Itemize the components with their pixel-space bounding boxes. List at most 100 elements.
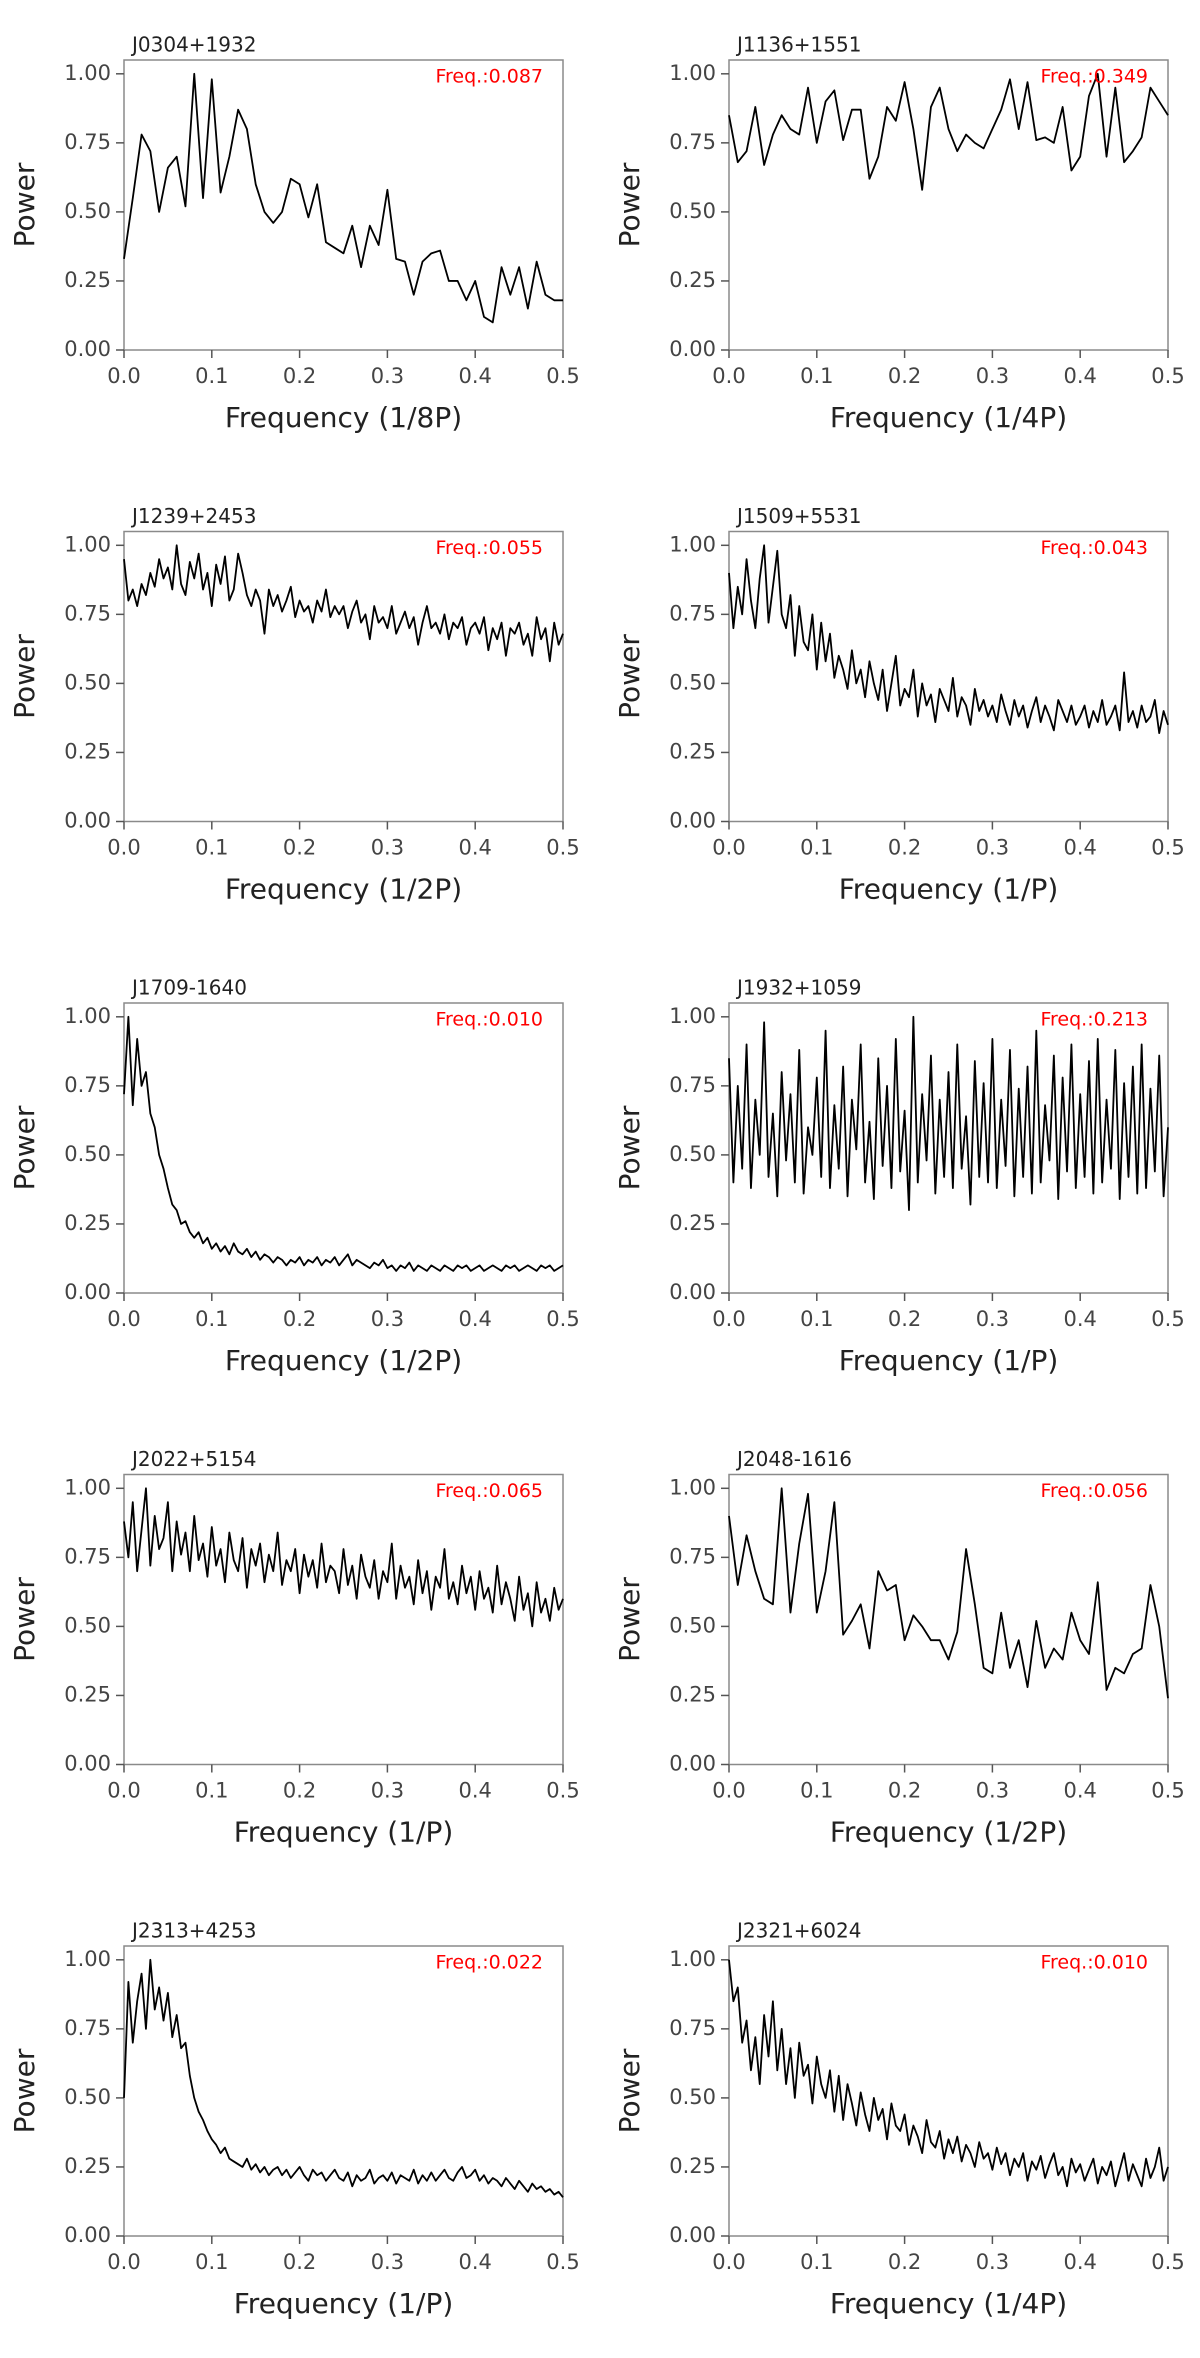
- power-line: [123, 544, 564, 663]
- y-tick-label: 0.75: [64, 1544, 111, 1568]
- y-axis-label: Power: [613, 2048, 646, 2133]
- y-tick-label: 0.75: [669, 601, 716, 625]
- panel: 0.0 0.1 0.2 0.3 0.4 0.5 0.00 0.25 0.50 0.75 1.00 J0…: [8, 33, 580, 435]
- panel-title: J2022+5154: [130, 1447, 256, 1471]
- y-axis-label: Power: [613, 1577, 646, 1662]
- x-axis-label: Frequency (1/P): [839, 1344, 1059, 1377]
- y-tick-label: 0.25: [64, 2154, 111, 2178]
- x-tick-label: 0.2: [283, 1779, 316, 1803]
- x-axis-label: Frequency (1/P): [234, 1816, 454, 1849]
- x-tick-label: 0.4: [458, 364, 491, 388]
- x-tick-label: 0.2: [283, 836, 316, 860]
- y-axis-label: Power: [8, 1577, 41, 1662]
- x-axis-label: Frequency (1/4P): [830, 401, 1067, 434]
- x-tick-label: 0.0: [107, 1779, 140, 1803]
- x-tick-label: 0.4: [458, 2250, 491, 2274]
- y-tick-label: 0.00: [64, 1280, 111, 1304]
- y-tick-label: 1.00: [669, 1475, 716, 1499]
- x-tick-label: 0.3: [371, 364, 404, 388]
- x-tick-label: 0.5: [1151, 1779, 1184, 1803]
- freq-annotation: Freq.:0.349: [1040, 66, 1148, 88]
- x-tick-label: 0.0: [712, 364, 745, 388]
- power-line: [728, 1959, 1169, 2188]
- y-tick-label: 0.75: [669, 1544, 716, 1568]
- x-tick-label: 0.0: [712, 2250, 745, 2274]
- y-tick-label: 0.25: [64, 739, 111, 763]
- freq-annotation: Freq.:0.087: [435, 66, 543, 88]
- x-axis-label: Frequency (1/8P): [225, 401, 462, 434]
- y-tick-label: 0.25: [64, 1211, 111, 1235]
- x-tick-label: 0.4: [1063, 364, 1096, 388]
- plot-frame: [728, 1002, 1169, 1294]
- y-axis-label: Power: [8, 2048, 41, 2133]
- x-tick-label: 0.3: [371, 836, 404, 860]
- x-tick-label: 0.5: [546, 1307, 579, 1331]
- y-tick-label: 1.00: [64, 1947, 111, 1971]
- plot-frame: [123, 530, 564, 823]
- x-tick-label: 0.2: [283, 2250, 316, 2274]
- x-tick-label: 0.0: [107, 1307, 140, 1331]
- x-tick-label: 0.5: [546, 1779, 579, 1803]
- panel-title: J1932+1059: [735, 976, 861, 1000]
- x-tick-label: 0.0: [107, 364, 140, 388]
- y-tick-label: 0.50: [669, 670, 716, 694]
- freq-annotation: Freq.:0.010: [1040, 1952, 1148, 1974]
- y-tick-label: 1.00: [669, 1004, 716, 1028]
- y-tick-label: 0.50: [64, 670, 111, 694]
- x-tick-label: 0.5: [1151, 364, 1184, 388]
- x-tick-label: 0.0: [107, 2250, 140, 2274]
- y-tick-label: 1.00: [669, 1947, 716, 1971]
- y-tick-label: 0.50: [64, 199, 111, 223]
- x-tick-label: 0.1: [195, 836, 228, 860]
- x-tick-label: 0.1: [195, 364, 228, 388]
- x-tick-label: 0.3: [976, 1307, 1009, 1331]
- panel: 0.0 0.1 0.2 0.3 0.4 0.5 0.00 0.25 0.50 0.75 1.00 J2…: [613, 1447, 1185, 1849]
- plot-frame: [728, 1473, 1169, 1766]
- x-tick-label: 0.0: [712, 1779, 745, 1803]
- y-tick-label: 1.00: [64, 1475, 111, 1499]
- x-tick-label: 0.4: [1063, 836, 1096, 860]
- x-axis-label: Frequency (1/P): [234, 2287, 454, 2320]
- x-tick-label: 0.1: [195, 2250, 228, 2274]
- power-line: [123, 72, 563, 324]
- freq-annotation: Freq.:0.056: [1040, 1480, 1148, 1502]
- x-tick-label: 0.1: [800, 364, 833, 388]
- y-axis-label: Power: [613, 162, 646, 247]
- x-tick-label: 0.4: [458, 836, 491, 860]
- x-tick-label: 0.5: [1151, 1307, 1184, 1331]
- y-axis-label: Power: [613, 634, 646, 719]
- y-tick-label: 0.75: [669, 2016, 716, 2040]
- panel-title: J1239+2453: [130, 504, 256, 528]
- y-tick-label: 0.50: [669, 1142, 716, 1166]
- y-tick-label: 0.25: [669, 268, 716, 292]
- power-line: [123, 1487, 564, 1628]
- x-tick-label: 0.4: [1063, 1779, 1096, 1803]
- y-tick-label: 0.25: [669, 739, 716, 763]
- panel: 0.0 0.1 0.2 0.3 0.4 0.5 0.00 0.25 0.50 0.75 1.00 J2…: [8, 1447, 580, 1849]
- plot-frame: [728, 1945, 1169, 2237]
- x-tick-label: 0.1: [195, 1779, 228, 1803]
- y-tick-label: 0.00: [64, 1752, 111, 1776]
- panel-title: J1709-1640: [130, 976, 247, 1000]
- x-tick-label: 0.1: [800, 1779, 833, 1803]
- x-tick-label: 0.5: [546, 836, 579, 860]
- y-tick-label: 0.25: [669, 1211, 716, 1235]
- x-tick-label: 0.0: [107, 836, 140, 860]
- y-tick-label: 1.00: [669, 532, 716, 556]
- y-tick-label: 0.25: [669, 1682, 716, 1706]
- freq-annotation: Freq.:0.043: [1040, 537, 1148, 559]
- y-tick-label: 0.75: [64, 2016, 111, 2040]
- plot-frame: [728, 59, 1169, 351]
- y-tick-label: 1.00: [64, 532, 111, 556]
- panel-title: J1509+5531: [735, 504, 861, 528]
- y-tick-label: 0.25: [64, 268, 111, 292]
- panel: 0.0 0.1 0.2 0.3 0.4 0.5 0.00 0.25 0.50 0.75 1.00 J2…: [613, 1919, 1185, 2321]
- y-tick-label: 1.00: [669, 61, 716, 85]
- power-line: [123, 1015, 564, 1272]
- y-tick-label: 0.00: [669, 2223, 716, 2247]
- x-tick-label: 0.3: [371, 1779, 404, 1803]
- y-tick-label: 0.75: [64, 1073, 111, 1097]
- x-tick-label: 0.0: [712, 836, 745, 860]
- freq-annotation: Freq.:0.213: [1040, 1009, 1148, 1031]
